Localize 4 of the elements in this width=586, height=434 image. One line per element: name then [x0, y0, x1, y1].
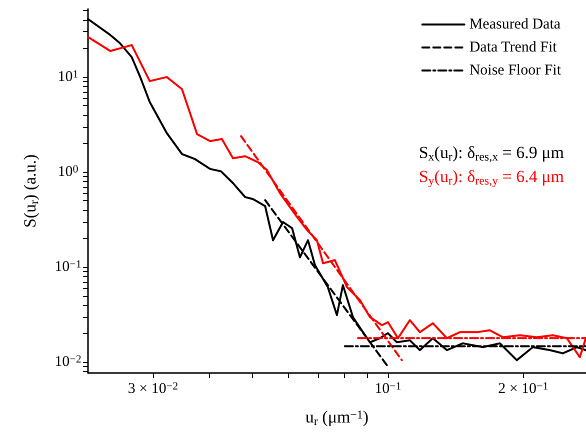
legend-label: Data Trend Fit [469, 40, 558, 56]
y-axis-title: S(ur) (a.u.) [20, 154, 41, 228]
legend-label: Measured Data [469, 16, 561, 32]
legend-label: Noise Floor Fit [469, 62, 562, 78]
